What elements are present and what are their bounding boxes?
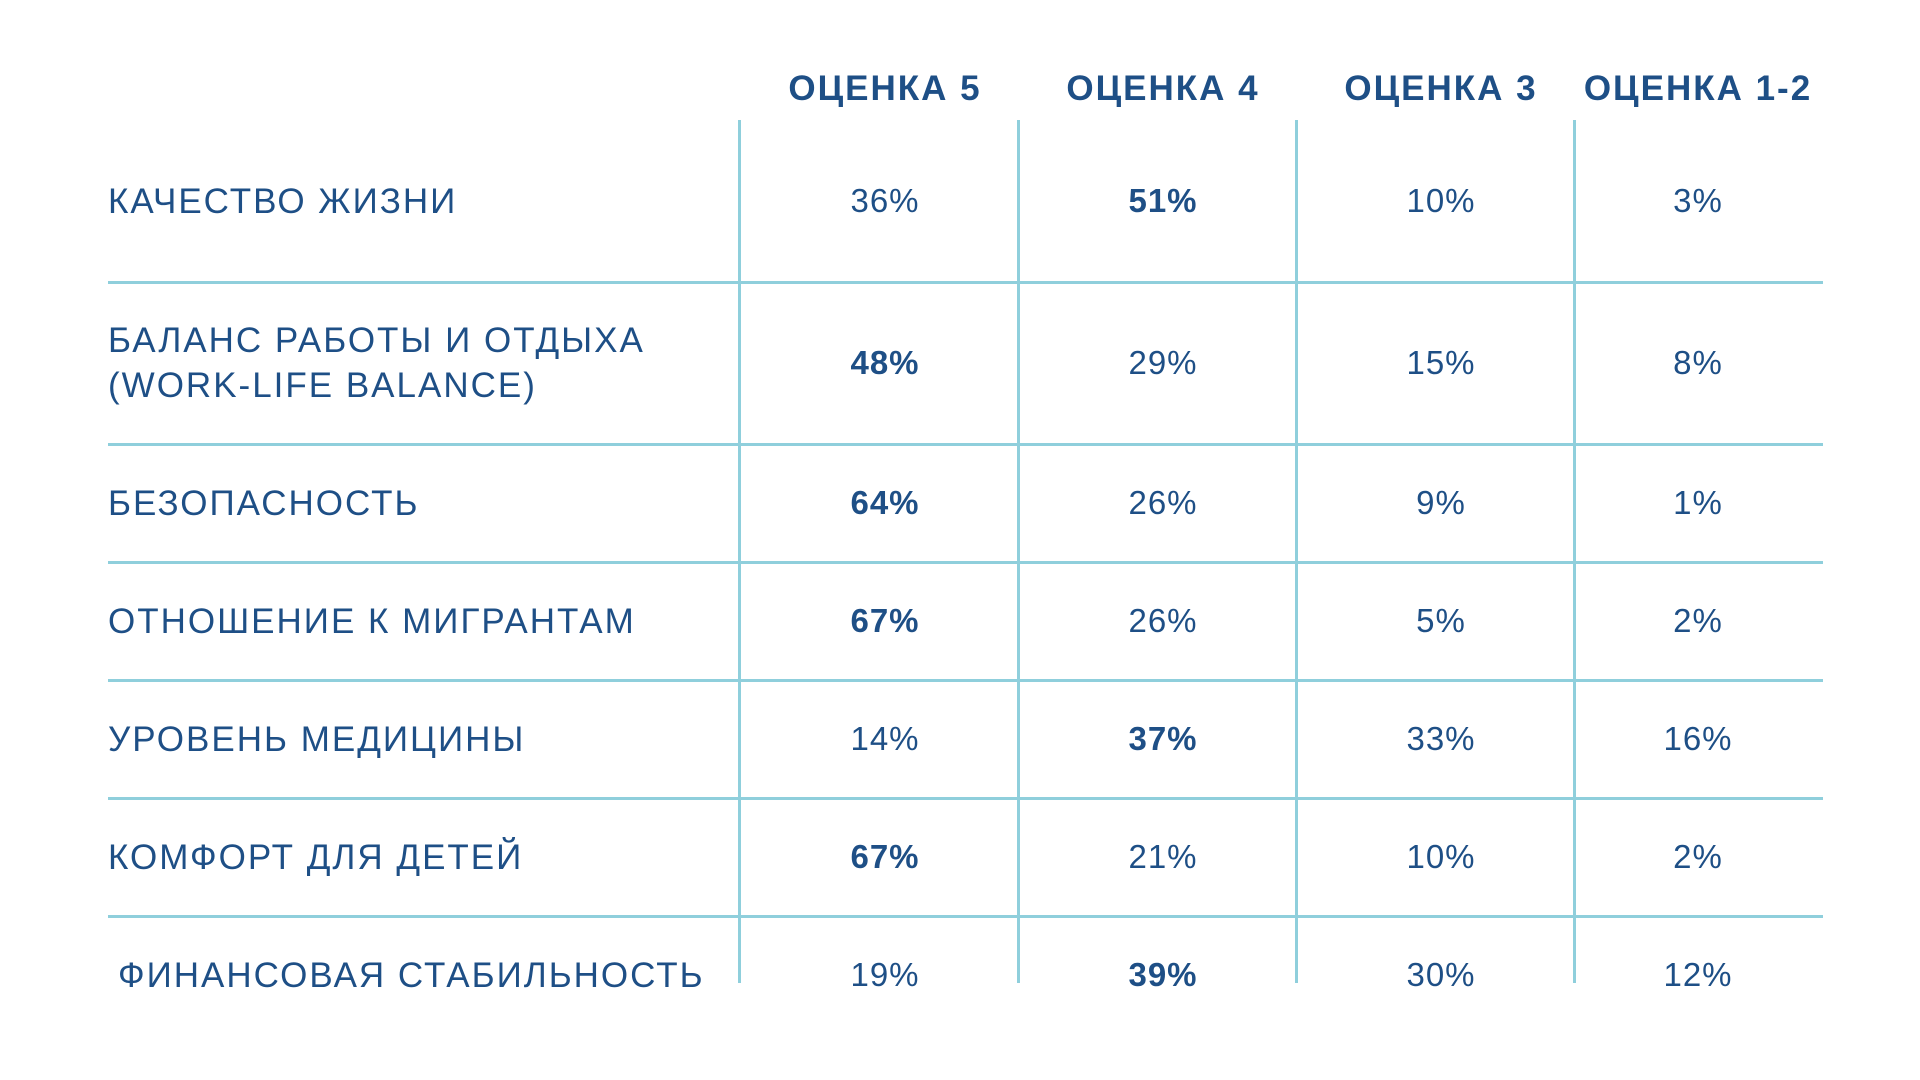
table-cell: 26% bbox=[1128, 484, 1198, 521]
table-cell: 67% bbox=[850, 838, 920, 875]
table-cell: 21% bbox=[1128, 838, 1198, 875]
table-cell: 16% bbox=[1663, 720, 1733, 757]
column-header: ОЦЕНКА 5 bbox=[788, 69, 982, 108]
row-label: УРОВЕНЬ МЕДИЦИНЫ bbox=[108, 719, 526, 759]
table-cell: 5% bbox=[1416, 602, 1466, 639]
grid-line-vertical bbox=[1573, 120, 1576, 983]
table-cell: 2% bbox=[1673, 602, 1723, 639]
table-cell: 33% bbox=[1406, 720, 1476, 757]
grid-line-horizontal bbox=[108, 797, 1823, 800]
column-header: ОЦЕНКА 4 bbox=[1066, 69, 1260, 108]
grid-line-horizontal bbox=[108, 915, 1823, 918]
table-cell: 64% bbox=[850, 484, 920, 521]
table-cell: 48% bbox=[850, 344, 920, 381]
column-header: ОЦЕНКА 1-2 bbox=[1583, 69, 1813, 108]
table-cell: 30% bbox=[1406, 956, 1476, 993]
table-cell: 9% bbox=[1416, 484, 1466, 521]
table-cell: 67% bbox=[850, 602, 920, 639]
grid-line-vertical bbox=[1017, 120, 1020, 983]
table-cell: 19% bbox=[850, 956, 920, 993]
row-label: ОТНОШЕНИЕ К МИГРАНТАМ bbox=[108, 601, 636, 641]
row-label: ФИНАНСОВАЯ СТАБИЛЬНОСТЬ bbox=[118, 955, 705, 995]
table-cell: 39% bbox=[1128, 956, 1198, 993]
grid-line-vertical bbox=[1295, 120, 1298, 983]
grid-line-horizontal bbox=[108, 561, 1823, 564]
grid-line-horizontal bbox=[108, 443, 1823, 446]
table-cell: 10% bbox=[1406, 182, 1476, 219]
table-cell: 2% bbox=[1673, 838, 1723, 875]
row-label: КОМФОРТ ДЛЯ ДЕТЕЙ bbox=[108, 837, 524, 877]
table-cell: 3% bbox=[1673, 182, 1723, 219]
table-cell: 37% bbox=[1128, 720, 1198, 757]
table-cell: 14% bbox=[850, 720, 920, 757]
table-cell: 15% bbox=[1406, 344, 1476, 381]
column-header: ОЦЕНКА 3 bbox=[1344, 69, 1538, 108]
table-cell: 51% bbox=[1128, 182, 1198, 219]
table-cell: 29% bbox=[1128, 344, 1198, 381]
row-label: КАЧЕСТВО ЖИЗНИ bbox=[108, 181, 458, 221]
table-cell: 26% bbox=[1128, 602, 1198, 639]
grid-line-vertical bbox=[738, 120, 741, 983]
table-cell: 12% bbox=[1663, 956, 1733, 993]
row-label: БАЛАНС РАБОТЫ И ОТДЫХА (WORK-LIFE BALANC… bbox=[108, 321, 645, 405]
table-cell: 36% bbox=[850, 182, 920, 219]
grid-line-horizontal bbox=[108, 281, 1823, 284]
table-cell: 1% bbox=[1673, 484, 1723, 521]
grid-line-horizontal bbox=[108, 679, 1823, 682]
table-cell: 10% bbox=[1406, 838, 1476, 875]
row-label: БЕЗОПАСНОСТЬ bbox=[108, 483, 420, 523]
table-cell: 8% bbox=[1673, 344, 1723, 381]
